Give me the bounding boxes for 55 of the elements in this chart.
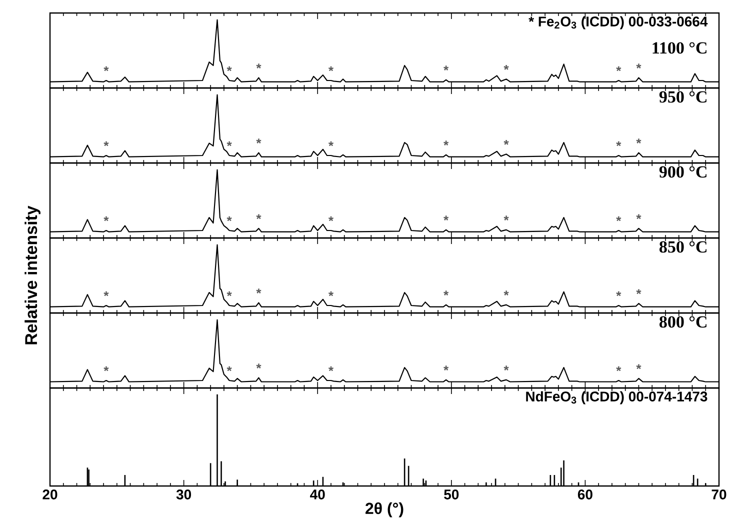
annotation: * <box>504 140 509 145</box>
annotation: * <box>616 66 622 72</box>
annotation: * <box>104 66 109 72</box>
annotation: * <box>226 216 232 222</box>
annotation: * <box>328 216 334 222</box>
x-tick-label: 40 <box>310 490 325 500</box>
annotation: * <box>104 291 109 296</box>
annotation: * <box>504 290 509 296</box>
annotation: 900 °C <box>659 166 706 178</box>
annotation: * <box>616 291 622 296</box>
annotation: * <box>328 366 334 372</box>
x-tick-label: 70 <box>712 490 726 500</box>
x-axis-title: 2θ (°) <box>366 502 404 518</box>
annotation: * <box>226 291 232 296</box>
annotation: * <box>444 290 449 296</box>
annotation: * <box>256 364 262 368</box>
annotation: * <box>226 366 232 372</box>
annotation: * <box>328 66 334 72</box>
annotation: * <box>616 216 622 222</box>
x-tick-label: 60 <box>578 490 592 500</box>
annotation: * <box>636 289 642 294</box>
annotation: * <box>636 364 642 370</box>
annotation: * <box>104 141 109 146</box>
annotation: 950 °C <box>659 91 706 103</box>
annotation: * <box>444 216 449 221</box>
annotation: * <box>636 64 642 68</box>
annotation: * <box>328 291 334 296</box>
annotation: * <box>504 216 509 221</box>
annotation: 800 °C <box>660 316 706 328</box>
annotation: * <box>504 366 509 370</box>
annotation: * <box>636 138 642 144</box>
annotation: * <box>256 214 262 220</box>
x-tick-label: 50 <box>444 490 459 500</box>
annotation: * <box>444 366 449 370</box>
x-tick-label: 30 <box>176 490 192 500</box>
y-axis-title: Relative intensity <box>24 206 40 344</box>
x-tick-label: 20 <box>42 490 58 500</box>
annotation: 1100 °C <box>652 42 706 54</box>
annotation: * <box>104 366 109 372</box>
annotation: * <box>616 141 622 146</box>
annotation: * <box>444 66 449 71</box>
annotation: * <box>226 66 232 72</box>
annotation: * <box>444 140 449 146</box>
annotation: * <box>256 288 262 294</box>
annotation: * Fe$_{2}$O$_{3}$ (ICDD) 00-033-0664 <box>528 16 708 30</box>
annotation: * <box>104 216 109 222</box>
annotation: * <box>616 366 622 372</box>
annotation: * <box>256 138 262 144</box>
annotation: * <box>226 141 232 146</box>
annotation: * <box>256 64 262 68</box>
annotation: * <box>328 141 334 146</box>
annotation: NdFeO$_{3}$ (ICDD) 00-074-1473 <box>526 391 708 404</box>
annotation: * <box>636 214 642 220</box>
annotation: 850 °C <box>660 241 706 253</box>
annotation: * <box>504 64 509 70</box>
